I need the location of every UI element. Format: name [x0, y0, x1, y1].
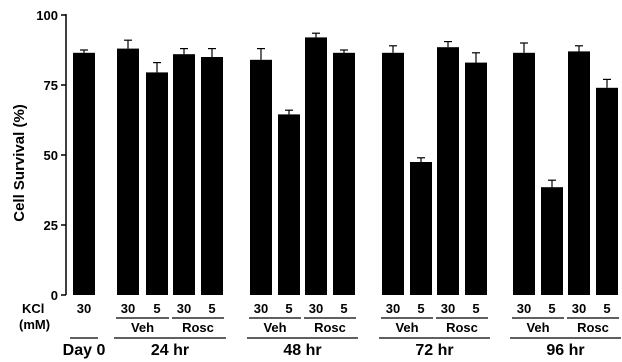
mm-row-label: (mM)	[19, 317, 50, 332]
time-label: 24 hr	[151, 342, 189, 359]
kcl-tick-label: 30	[177, 301, 191, 316]
bar	[201, 57, 223, 295]
group-label: Veh	[395, 320, 418, 335]
kcl-tick-label: 30	[254, 301, 268, 316]
bar	[382, 52, 404, 295]
kcl-tick-label: 5	[472, 301, 479, 316]
time-label: Day 0	[63, 342, 106, 359]
kcl-tick-label: 30	[517, 301, 531, 316]
bar	[146, 72, 168, 296]
kcl-tick-label: 5	[548, 301, 555, 316]
bar	[333, 52, 355, 295]
group-label: Rosc	[182, 320, 214, 335]
bar	[541, 187, 563, 295]
kcl-tick-label: 30	[121, 301, 135, 316]
time-label: 72 hr	[415, 342, 453, 359]
bar	[596, 87, 618, 295]
kcl-tick-label: 5	[153, 301, 160, 316]
y-tick-label: 75	[44, 78, 58, 93]
group-label: Veh	[131, 320, 154, 335]
y-tick-label: 0	[51, 288, 58, 303]
time-label: 96 hr	[546, 342, 584, 359]
kcl-tick-label: 30	[309, 301, 323, 316]
kcl-tick-label: 5	[285, 301, 292, 316]
bar	[513, 52, 535, 295]
bar	[410, 162, 432, 295]
y-tick-label: 100	[36, 8, 58, 23]
kcl-tick-label: 5	[340, 301, 347, 316]
kcl-tick-label: 5	[603, 301, 610, 316]
kcl-tick-label: 30	[441, 301, 455, 316]
kcl-tick-label: 30	[77, 301, 91, 316]
group-label: Rosc	[314, 320, 346, 335]
y-tick-label: 50	[44, 148, 58, 163]
bar	[173, 54, 195, 296]
time-label: 48 hr	[283, 342, 321, 359]
bar	[73, 52, 95, 295]
bar	[568, 51, 590, 296]
group-label: Veh	[526, 320, 549, 335]
y-axis-title: Cell Survival (%)	[11, 104, 28, 222]
kcl-tick-label: 5	[417, 301, 424, 316]
bar	[117, 48, 139, 295]
kcl-tick-label: 30	[386, 301, 400, 316]
bar	[465, 62, 487, 295]
group-label: Rosc	[446, 320, 478, 335]
kcl-tick-label: 30	[572, 301, 586, 316]
bar	[278, 114, 300, 296]
bar	[305, 37, 327, 296]
group-label: Rosc	[577, 320, 609, 335]
bar	[250, 59, 272, 295]
bar	[437, 47, 459, 296]
kcl-tick-label: 5	[208, 301, 215, 316]
y-tick-label: 25	[44, 218, 58, 233]
group-label: Veh	[263, 320, 286, 335]
kcl-row-label: KCl	[22, 301, 44, 316]
